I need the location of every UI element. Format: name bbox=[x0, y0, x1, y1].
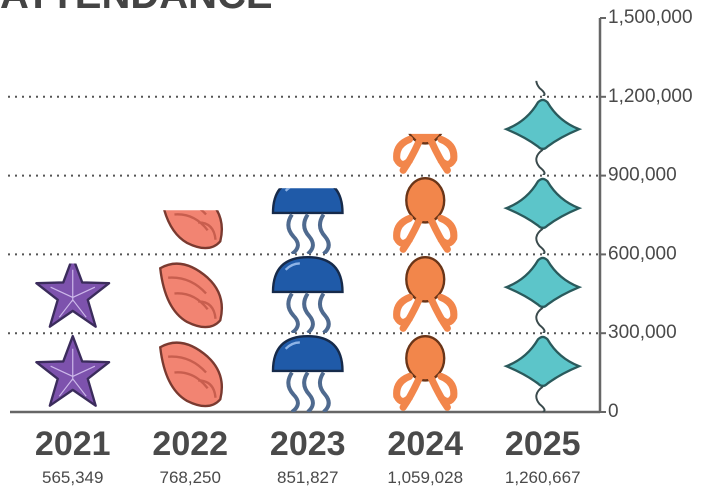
x-tick-label: 2021 bbox=[35, 425, 111, 463]
x-tick-label: 2024 bbox=[387, 425, 463, 463]
value-label: 768,250 bbox=[160, 468, 221, 487]
y-tick-label: 1,200,000 bbox=[608, 86, 693, 107]
chart-title: ATTENDANCE bbox=[0, 0, 273, 17]
y-tick-label: 300,000 bbox=[608, 322, 677, 343]
pictogram-bar bbox=[397, 99, 454, 407]
pictogram-bar bbox=[273, 178, 343, 412]
y-tick-label: 600,000 bbox=[608, 243, 677, 264]
x-tick-label: 2025 bbox=[505, 425, 581, 463]
pictogram-bar bbox=[158, 210, 224, 408]
x-tick-label: 2023 bbox=[270, 425, 346, 463]
y-tick-label: 0 bbox=[608, 401, 619, 422]
value-label: 1,260,667 bbox=[505, 468, 581, 487]
pictogram-bar bbox=[35, 263, 111, 408]
value-label: 1,059,028 bbox=[387, 468, 463, 487]
pictogram-bar bbox=[505, 80, 581, 412]
y-tick-label: 900,000 bbox=[608, 165, 677, 186]
y-tick-label: 1,500,000 bbox=[608, 7, 693, 28]
value-label: 565,349 bbox=[42, 468, 103, 487]
value-label: 851,827 bbox=[277, 468, 338, 487]
x-tick-label: 2022 bbox=[152, 425, 228, 463]
